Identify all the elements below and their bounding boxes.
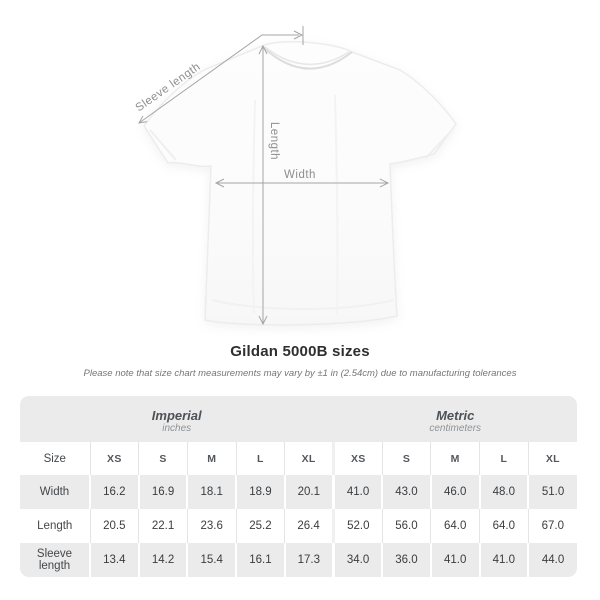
collar-outline — [261, 45, 353, 70]
sleeve-length-arrow — [138, 26, 304, 124]
size-table: Imperial inches Metric centimeters Size … — [20, 396, 577, 577]
metric-size-l: L — [479, 442, 529, 475]
width-arrow — [214, 178, 390, 188]
width-imperial-s: 16.9 — [137, 475, 188, 509]
size-column-header: Size — [20, 442, 90, 475]
length-imperial-xl: 26.4 — [284, 509, 334, 543]
sleeve-imperial-l: 16.1 — [235, 543, 285, 577]
imperial-label: Imperial — [151, 407, 202, 423]
imperial-size-xs: XS — [89, 442, 139, 475]
collar-ribbing — [264, 46, 350, 65]
width-metric-l: 48.0 — [478, 475, 529, 509]
row-label-sleeve-length: Sleeve length — [20, 543, 90, 577]
size-table-container: Imperial inches Metric centimeters Size … — [20, 396, 577, 577]
sleeve-metric-l: 41.0 — [478, 543, 529, 577]
metric-size-xl: XL — [527, 442, 577, 475]
imperial-size-xl: XL — [284, 442, 334, 475]
sleeve-imperial-s: 14.2 — [137, 543, 188, 577]
width-metric-xs: 41.0 — [331, 475, 383, 509]
sleeve-length-row: Sleeve length 13.4 14.2 15.4 16.1 17.3 3… — [20, 543, 577, 577]
width-metric-m: 46.0 — [429, 475, 480, 509]
tolerance-note: Please note that size chart measurements… — [83, 368, 517, 379]
length-imperial-m: 23.6 — [186, 509, 237, 543]
imperial-unit: inches — [162, 422, 192, 434]
width-label: Width — [284, 169, 316, 181]
page-title: Gildan 5000B sizes — [230, 343, 370, 360]
length-imperial-l: 25.2 — [235, 509, 285, 543]
length-metric-m: 64.0 — [430, 509, 480, 543]
imperial-size-l: L — [235, 442, 285, 475]
sleeve-imperial-xs: 13.4 — [89, 543, 139, 577]
tshirt-measurement-diagram: Sleeve length Length Width — [134, 26, 457, 326]
width-imperial-xl: 20.1 — [283, 475, 334, 509]
length-metric-xl: 67.0 — [527, 509, 577, 543]
width-row: Width 16.2 16.9 18.1 18.9 20.1 41.0 43.0… — [20, 475, 577, 509]
sleeve-metric-s: 36.0 — [381, 543, 431, 577]
sleeve-metric-xl: 44.0 — [527, 543, 577, 577]
sleeve-metric-m: 41.0 — [429, 543, 480, 577]
length-metric-s: 56.0 — [381, 509, 431, 543]
length-metric-l: 64.0 — [479, 509, 529, 543]
length-label: Length — [268, 122, 280, 160]
metric-size-m: M — [430, 442, 480, 475]
metric-size-s: S — [381, 442, 431, 475]
sleeve-imperial-m: 15.4 — [186, 543, 237, 577]
sleeve-metric-xs: 34.0 — [331, 543, 383, 577]
width-imperial-m: 18.1 — [186, 475, 237, 509]
width-metric-xl: 51.0 — [527, 475, 577, 509]
length-arrow — [258, 44, 268, 326]
imperial-size-s: S — [138, 442, 188, 475]
unit-group-row: Imperial inches Metric centimeters — [20, 396, 577, 442]
sleeve-imperial-xl: 17.3 — [283, 543, 334, 577]
width-imperial-xs: 16.2 — [89, 475, 139, 509]
imperial-group-header: Imperial inches — [20, 396, 334, 442]
length-imperial-s: 22.1 — [138, 509, 188, 543]
metric-label: Metric — [436, 407, 475, 423]
length-metric-xs: 52.0 — [331, 509, 383, 543]
width-metric-s: 43.0 — [381, 475, 431, 509]
length-imperial-xs: 20.5 — [89, 509, 139, 543]
row-label-length: Length — [20, 509, 90, 543]
metric-size-xs: XS — [331, 442, 383, 475]
length-row: Length 20.5 22.1 23.6 25.2 26.4 52.0 56.… — [20, 509, 577, 543]
metric-group-header: Metric centimeters — [333, 396, 577, 442]
metric-unit: centimeters — [429, 422, 482, 434]
row-label-width: Width — [20, 475, 90, 509]
imperial-size-m: M — [186, 442, 237, 475]
width-imperial-l: 18.9 — [235, 475, 285, 509]
size-header-row: Size XS S M L XL XS S M L XL — [20, 442, 577, 475]
